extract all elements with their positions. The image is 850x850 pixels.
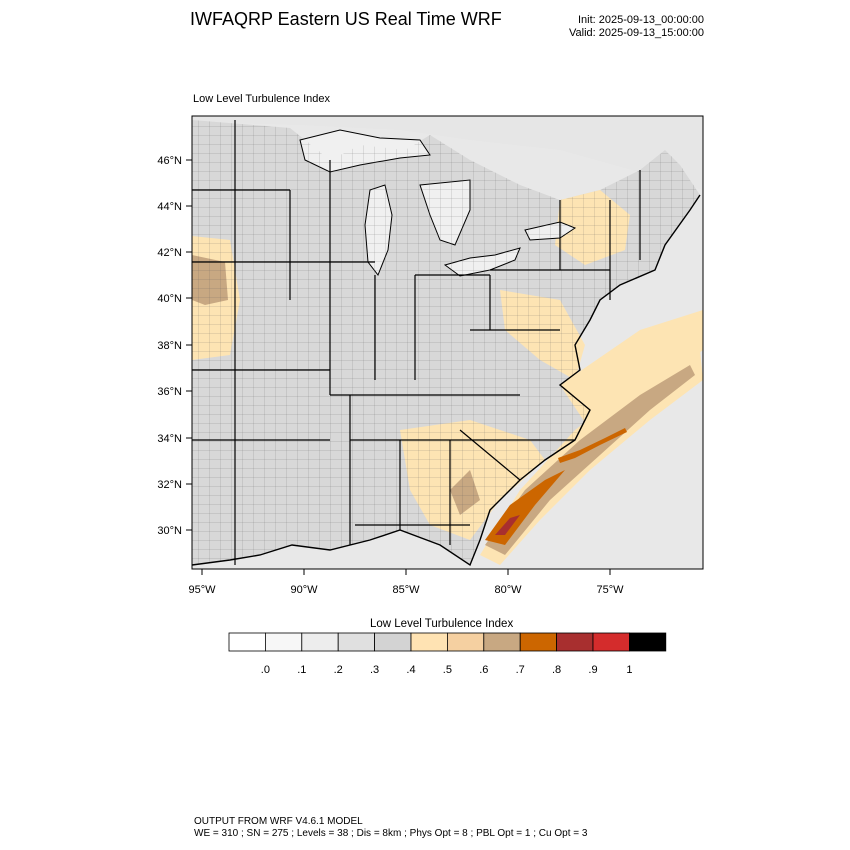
lat-label: 34°N [157,433,182,445]
valid-time: Valid: 2025-09-13_15:00:00 [569,27,704,39]
offshore-streak-orange [558,428,627,463]
colorbar-swatch [264,632,303,652]
colorbar-tick-label: .5 [443,664,452,676]
canada-region [192,116,703,190]
offshore-band-tan [485,365,695,555]
lat-label: 42°N [157,247,182,259]
colorbar-tick-label: .0 [261,664,270,676]
colorbar-swatch [374,632,412,652]
lat-label: 32°N [157,479,182,491]
colorbar-swatch [301,632,339,652]
colorbar-swatch [228,632,266,652]
lat-label: 46°N [157,155,182,167]
offshore-band-light [560,310,703,430]
colorbar-swatch [410,632,448,652]
colorbar-swatch [629,632,667,652]
map-frame [191,115,704,570]
colorbar-tick-label: .4 [406,664,415,676]
colorbar-tick-label: .9 [588,664,597,676]
colorbar-title: Low Level Turbulence Index [370,618,514,630]
lon-label: 80°W [494,584,522,596]
colorbar-tick-label: .7 [516,664,525,676]
lat-label: 30°N [157,525,182,537]
colorbar-tick-label: .6 [479,664,488,676]
lon-label: 75°W [596,584,624,596]
colorbar-tick-label: 1 [626,664,632,676]
colorbar-swatch [519,632,558,652]
latitude-axis: 46°N 44°N 42°N 40°N 38°N 36°N 34°N 32°N 30°N [157,155,192,537]
county-lines [192,120,700,565]
colorbar-swatch [556,632,594,652]
colorbar-tick-label: .1 [297,664,306,676]
footer-config: WE = 310 ; SN = 275 ; Levels = 38 ; Dis … [194,828,588,839]
map-subtitle: Low Level Turbulence Index [193,93,330,105]
lon-label: 95°W [188,584,216,596]
lat-label: 36°N [157,386,182,398]
colorbar-tick-label: .2 [334,664,343,676]
coastline [192,194,701,567]
map-area [192,116,703,569]
colorbar-swatch [446,632,485,652]
lat-label: 38°N [157,340,182,352]
lon-label: 85°W [392,584,420,596]
colorbar: .0 .1 .2 .3 .4 .5 .6 .7 .8 .9 1 [228,632,667,676]
colorbar-swatch [592,632,630,652]
footer-model: OUTPUT FROM WRF V4.6.1 MODEL [194,816,363,827]
colorbar-swatch [483,632,521,652]
colorbar-tick-label: .8 [552,664,561,676]
lat-label: 40°N [157,293,182,305]
chart-title: IWFAQRP Eastern US Real Time WRF [190,9,502,29]
state-boundaries [192,120,641,565]
colorbar-tick-label: .3 [370,664,379,676]
longitude-axis: 95°W 90°W 85°W 80°W 75°W [188,569,624,596]
init-time: Init: 2025-09-13_00:00:00 [578,14,704,26]
colorbar-swatch [337,632,376,652]
offshore-band-red [495,515,520,535]
lon-label: 90°W [290,584,318,596]
lat-label: 44°N [157,201,182,213]
